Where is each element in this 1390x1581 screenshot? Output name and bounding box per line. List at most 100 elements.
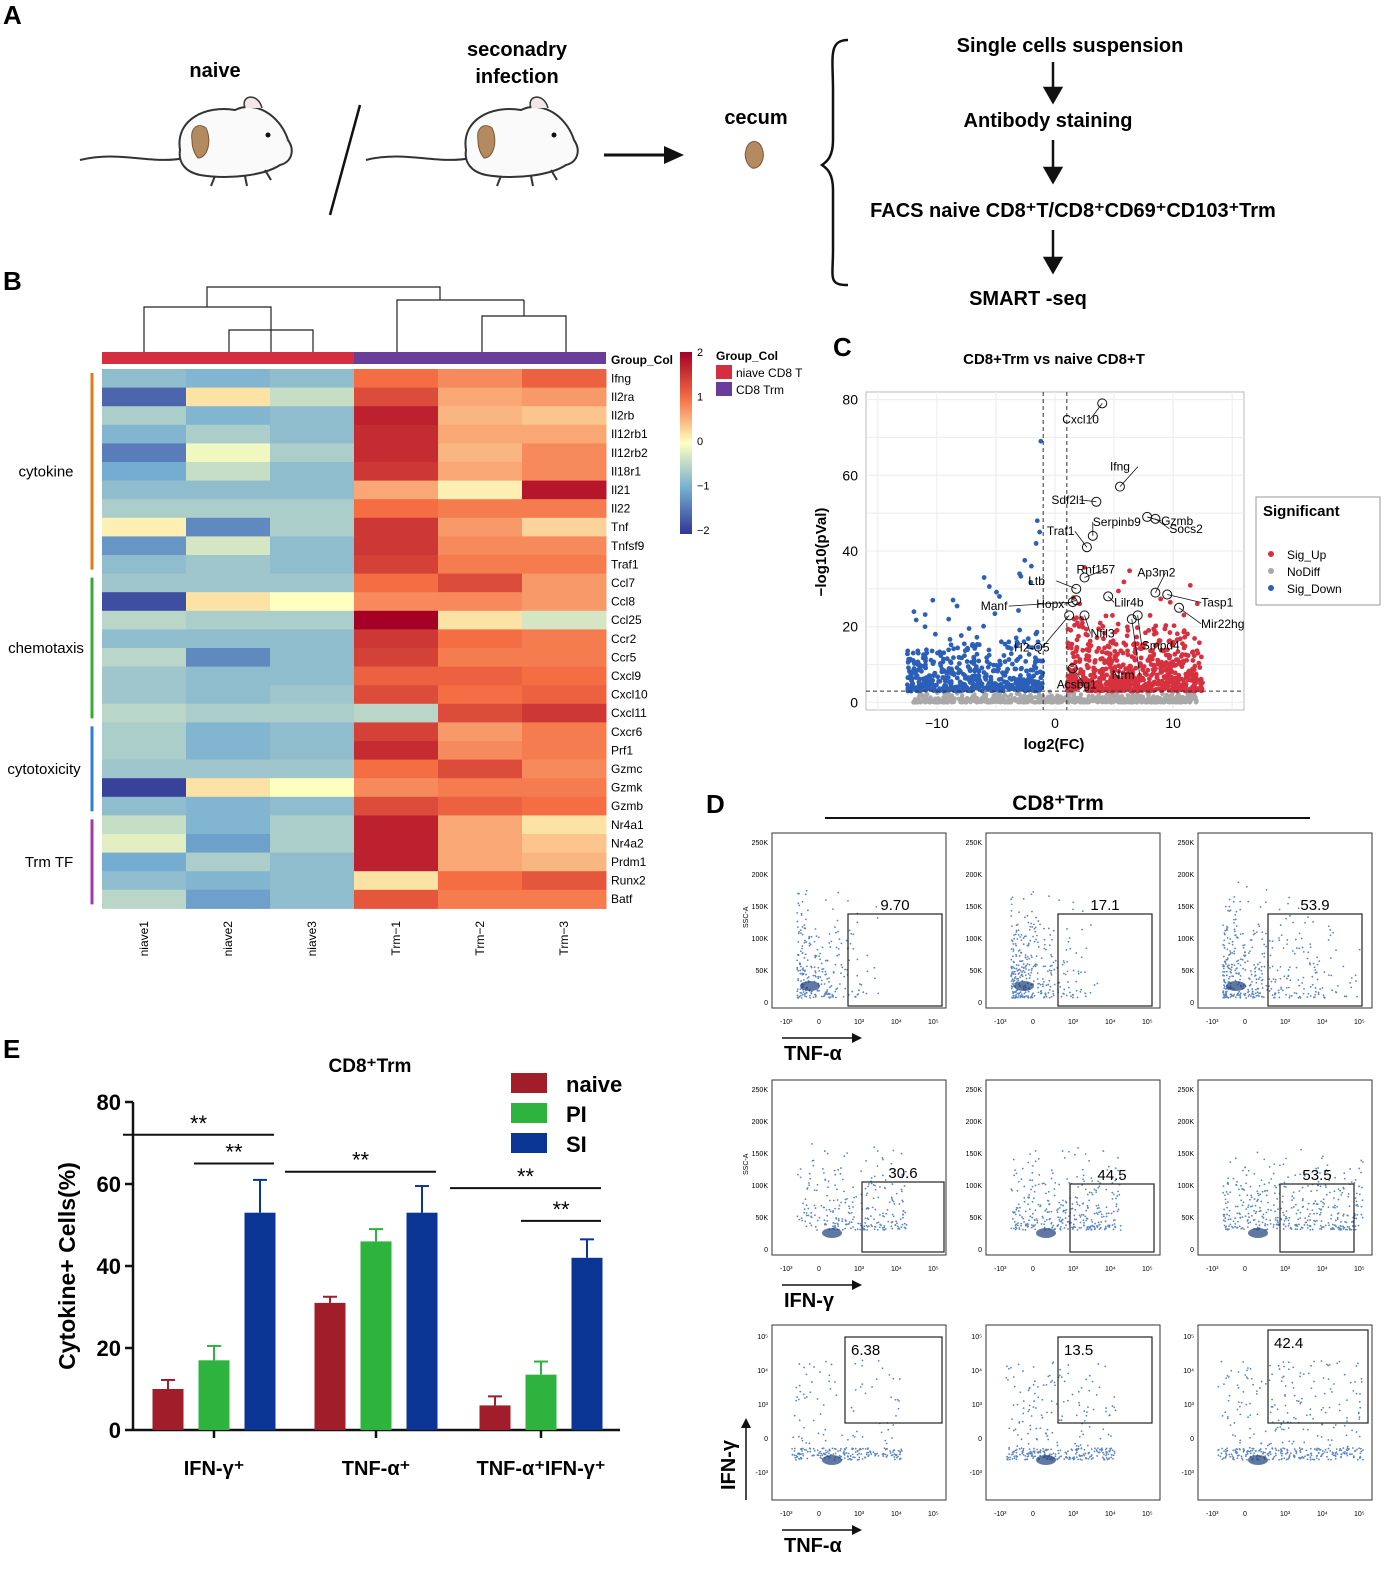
volcano-point-up — [1125, 648, 1130, 654]
flow-event — [894, 1224, 897, 1227]
flow-event — [1287, 1219, 1290, 1222]
volcano-point-up — [1170, 639, 1176, 645]
flow-event — [842, 995, 845, 998]
flow-event — [851, 1218, 854, 1221]
flow-event — [1228, 1209, 1231, 1212]
flow-event — [816, 1219, 819, 1222]
flow-event — [1054, 1453, 1057, 1456]
flow-event — [1250, 973, 1253, 976]
flow-event — [805, 1225, 808, 1228]
flow-event — [1267, 1208, 1270, 1211]
flow-event — [1046, 1435, 1049, 1437]
flow-event — [1360, 1171, 1362, 1174]
gene-label: Gzmk — [611, 781, 643, 795]
flow-event — [1032, 965, 1035, 968]
flow-event — [1033, 1392, 1036, 1395]
flow-event — [1228, 1225, 1230, 1228]
heatmap-cell — [354, 759, 439, 779]
volcano-point-up — [1124, 633, 1130, 639]
flow-event — [1251, 990, 1254, 993]
volcano-point-nodiff — [1184, 695, 1190, 700]
flow-event — [1342, 1187, 1345, 1190]
volcano-point-up — [1123, 666, 1128, 672]
volcano-point-up — [1163, 623, 1169, 628]
flow-event — [833, 1226, 836, 1229]
volcano-point-up — [1176, 672, 1182, 678]
flow-event — [1056, 1224, 1059, 1227]
flow-event — [1077, 1186, 1080, 1188]
flow-event — [1306, 1224, 1309, 1226]
flow-event — [1249, 1221, 1252, 1224]
flow-event — [1054, 959, 1057, 962]
flow-event — [1093, 1225, 1095, 1228]
flow-event — [1329, 1174, 1332, 1177]
volcano-point-down — [1032, 660, 1038, 665]
flow-event — [1113, 1406, 1116, 1409]
flow-event — [1024, 954, 1027, 956]
flow-event — [1017, 933, 1020, 936]
flow-event — [1239, 933, 1242, 936]
flow-event — [1072, 901, 1075, 904]
flow-event — [889, 1450, 892, 1453]
panel-b-heatmap: Group_Col IfngIl2raIl2rbIl12rb1Il12rb2Il… — [7, 286, 803, 956]
flow-event — [875, 1378, 878, 1381]
flow-event — [1080, 971, 1083, 974]
heatmap-cell — [522, 387, 607, 407]
flow-event — [1028, 1208, 1031, 1211]
x-tick-label: -10³ — [994, 1019, 1007, 1026]
volcano-point-up — [1187, 686, 1193, 692]
heatmap-cell — [522, 517, 607, 537]
flow-event — [1067, 1228, 1069, 1230]
flow-event — [850, 1458, 853, 1461]
flow-event — [844, 1227, 847, 1230]
flow-event — [1261, 1215, 1264, 1218]
flow-event — [1294, 1203, 1297, 1206]
legend-item-naive: niave CD8 T — [736, 366, 803, 380]
flow-event — [1043, 943, 1046, 946]
flow-event — [1028, 1196, 1031, 1199]
flow-event — [1019, 976, 1021, 979]
heatmap-cell — [186, 592, 271, 612]
category-label: chemotaxis — [8, 640, 84, 657]
flow-event — [1234, 1205, 1237, 1208]
gene-marker — [1150, 587, 1161, 598]
flow-event — [903, 1226, 906, 1229]
flow-event — [1278, 937, 1280, 939]
volcano-point-down — [955, 684, 960, 690]
flow-event — [1282, 1223, 1285, 1226]
flow-event — [1336, 985, 1339, 987]
flow-event — [1090, 1453, 1093, 1456]
flow-event — [873, 1228, 876, 1231]
volcano-point-up — [1121, 686, 1127, 692]
heatmap-cell — [522, 815, 607, 835]
volcano-point-up — [1102, 645, 1107, 651]
volcano-point-nodiff — [932, 700, 938, 705]
flow-event — [808, 1447, 811, 1450]
volcano-point-up — [1127, 663, 1133, 669]
flow-event — [1020, 993, 1023, 996]
flow-event — [1287, 969, 1290, 971]
volcano-point-up — [1075, 620, 1080, 626]
flow-event — [809, 1177, 812, 1180]
heatmap-cell — [438, 462, 523, 482]
flow-event — [1280, 988, 1282, 990]
flow-event — [1257, 987, 1260, 990]
flow-event — [1222, 955, 1225, 958]
flow-event — [826, 978, 829, 980]
flow-event — [796, 996, 799, 999]
flow-event — [820, 979, 823, 982]
flow-event — [803, 1211, 806, 1214]
flow-event — [1230, 966, 1233, 969]
volcano-point-up — [1124, 671, 1129, 677]
flow-event — [1028, 977, 1031, 979]
flow-event — [1010, 909, 1013, 912]
gene-marker — [1064, 610, 1075, 621]
flow-event — [1301, 946, 1304, 949]
flow-event — [824, 899, 827, 902]
flow-event — [803, 1426, 805, 1429]
gene-leader-line — [1056, 580, 1077, 590]
flow-event — [828, 981, 830, 983]
heatmap-cell — [354, 499, 439, 519]
flow-event — [1282, 1211, 1285, 1214]
volcano-point-down — [930, 661, 936, 667]
